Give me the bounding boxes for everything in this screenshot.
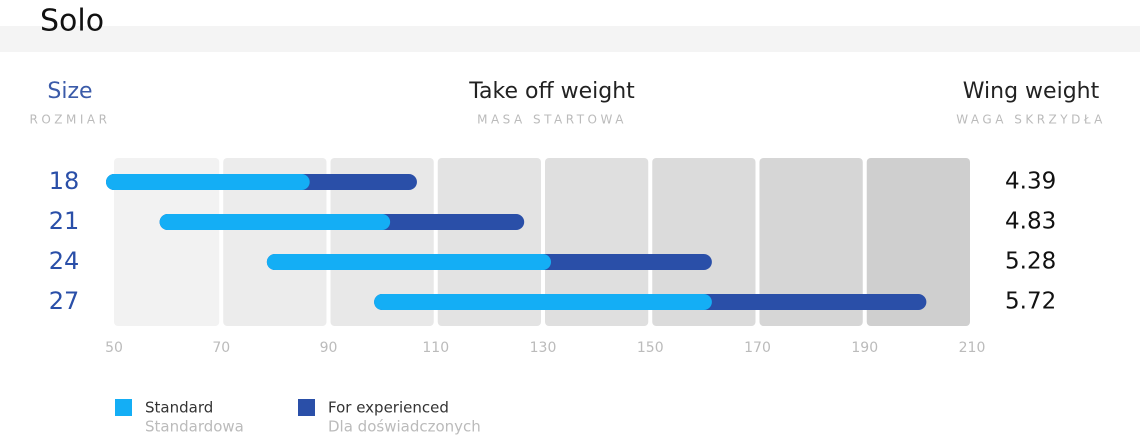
size-label: 27	[49, 287, 80, 315]
legend-sublabel: Standardowa	[145, 418, 244, 436]
size-label: 21	[49, 207, 80, 235]
grid-band	[652, 158, 756, 326]
grid-band	[437, 158, 541, 326]
title-strip	[0, 26, 1140, 52]
grid-band	[759, 158, 863, 326]
grid-band	[114, 158, 220, 326]
wing-weight: 4.39	[1005, 169, 1056, 195]
column-title: Size	[47, 79, 92, 104]
wing-weight: 5.28	[1005, 249, 1056, 275]
x-tick-label: 210	[959, 340, 986, 356]
x-tick-label: 50	[105, 340, 123, 356]
x-tick-label: 70	[212, 340, 230, 356]
wing-weight: 4.83	[1005, 209, 1056, 235]
x-tick-label: 190	[851, 340, 878, 356]
x-tick-label: 90	[320, 340, 338, 356]
x-tick-label: 170	[744, 340, 771, 356]
chart-title: Solo	[40, 4, 104, 39]
x-tick-label: 110	[422, 340, 449, 356]
column-subtitle: ROZMIAR	[30, 113, 111, 127]
size-label: 24	[49, 247, 80, 275]
column-title: Wing weight	[963, 79, 1100, 104]
legend-label: For experienced	[328, 399, 449, 417]
grid-band	[545, 158, 649, 326]
wing-weight: 5.72	[1005, 289, 1056, 315]
legend-swatch	[298, 399, 315, 416]
column-subtitle: MASA STARTOWA	[477, 113, 627, 127]
column-title: Take off weight	[468, 79, 635, 104]
legend-label: Standard	[145, 399, 213, 417]
legend-sublabel: Dla doświadczonych	[328, 418, 481, 436]
size-label: 18	[49, 167, 80, 195]
column-subtitle: WAGA SKRZYDŁA	[956, 113, 1106, 127]
x-tick-label: 130	[530, 340, 557, 356]
legend-swatch	[115, 399, 132, 416]
x-tick-label: 150	[637, 340, 664, 356]
grid-band	[330, 158, 434, 326]
grid-band	[866, 158, 970, 326]
grid-band	[223, 158, 327, 326]
